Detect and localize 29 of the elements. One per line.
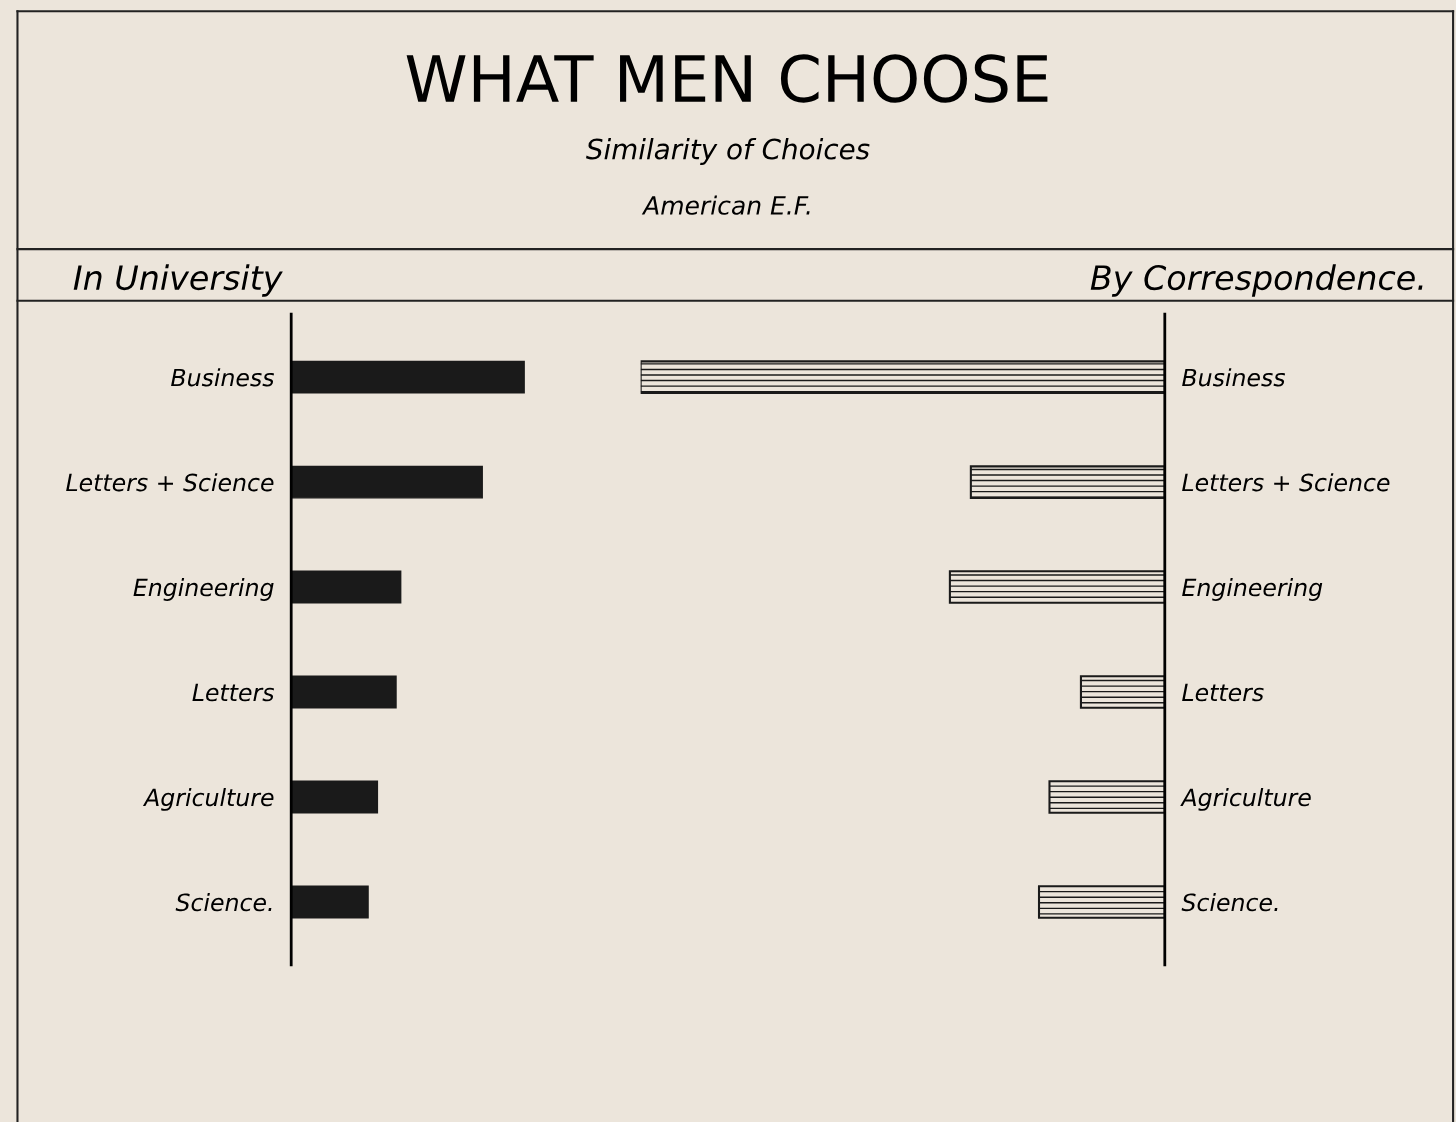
y-tick-label: Business <box>1182 368 1286 387</box>
y-tick-label: Letters <box>192 683 275 702</box>
y-tick-label: Letters <box>1182 683 1264 702</box>
bar <box>640 360 1165 394</box>
bar <box>291 570 402 604</box>
text: Similarity of Choices <box>586 138 870 165</box>
bar <box>948 570 1165 604</box>
bar <box>291 780 379 814</box>
y-tick-label: Letters + Science <box>66 473 274 492</box>
bar <box>291 885 369 919</box>
y-tick-label: Science. <box>175 892 272 912</box>
y-tick-label: Business <box>171 368 275 387</box>
bar <box>291 465 483 499</box>
y-tick-label: Engineering <box>1182 578 1323 601</box>
bar <box>1037 885 1165 919</box>
bar <box>1048 780 1165 814</box>
y-tick-label: Letters + Science <box>1182 473 1390 492</box>
bar <box>291 675 397 709</box>
y-tick-label: Agriculture <box>1180 788 1311 811</box>
chart-title: In University <box>73 264 283 297</box>
y-tick-label: Science. <box>1181 892 1278 912</box>
text: WHAT MEN CHOOSE <box>406 54 1048 103</box>
bar <box>969 465 1165 499</box>
text: By Correspondence. <box>1090 264 1423 297</box>
text: American E.F. <box>641 195 810 215</box>
y-tick-label: Engineering <box>133 578 274 601</box>
bar <box>291 360 525 394</box>
bar <box>1079 675 1165 709</box>
y-tick-label: Agriculture <box>142 788 274 811</box>
